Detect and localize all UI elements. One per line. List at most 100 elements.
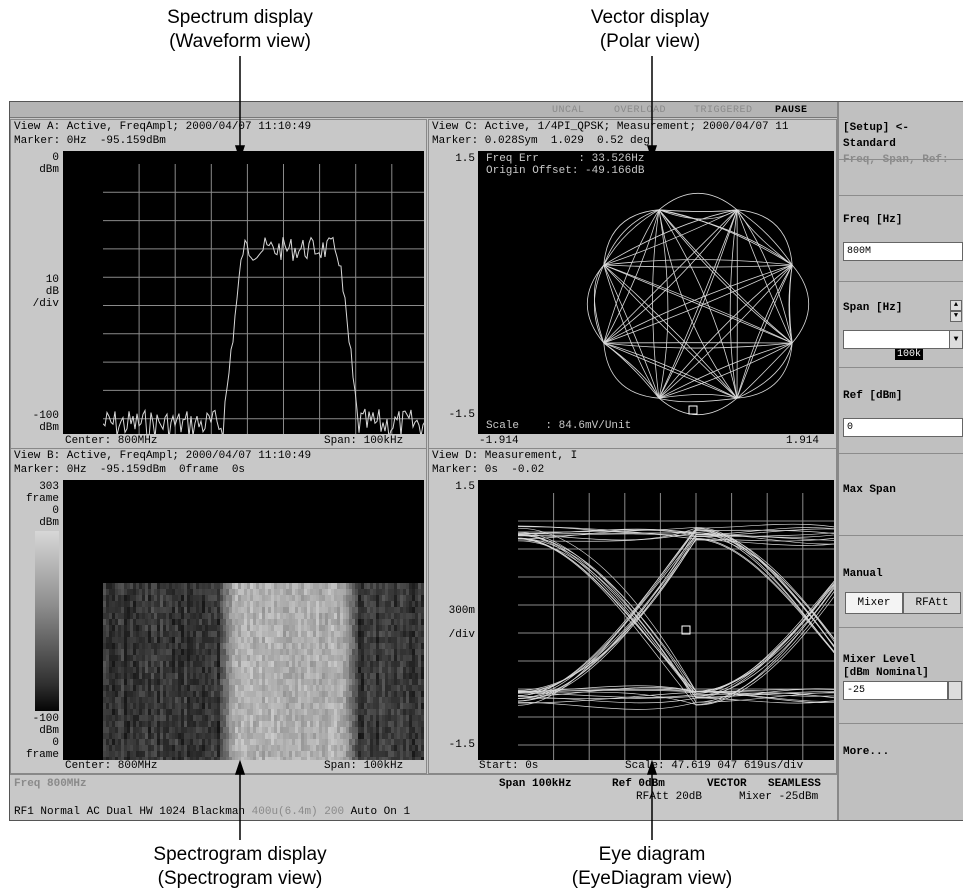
view-a-plot[interactable] (63, 151, 424, 434)
spectrogram-cell (159, 589, 163, 595)
spectrogram-cell (234, 643, 238, 649)
spectrogram-cell (282, 679, 286, 685)
spectrogram-cell (162, 625, 166, 631)
spectrogram-cell (387, 595, 391, 601)
mixer-level-section[interactable]: Mixer Level [dBm Nominal] -25 (839, 628, 963, 724)
more-button[interactable]: More... (839, 724, 963, 820)
spectrogram-cell (396, 727, 400, 733)
spectrogram-cell (339, 637, 343, 643)
spectrogram-cell (420, 709, 424, 715)
spectrogram-cell (363, 721, 367, 727)
spectrogram-cell (417, 619, 421, 625)
spectrogram-cell (327, 715, 331, 721)
spectrogram-cell (120, 661, 124, 667)
spectrogram-cell (339, 697, 343, 703)
manual-section[interactable]: Manual Mixer RFAtt (839, 536, 963, 628)
spectrogram-cell (354, 751, 358, 757)
spectrogram-cell (399, 643, 403, 649)
spectrogram-cell (297, 583, 301, 589)
spectrogram-cell (264, 613, 268, 619)
view-c-plot[interactable]: Freq Err : 33.526Hz Origin Offset: -49.1… (478, 151, 834, 434)
span-selected-value: 100k (895, 349, 924, 360)
spectrogram-cell (273, 715, 277, 721)
spectrogram-cell (339, 715, 343, 721)
view-d-plot[interactable] (478, 480, 834, 760)
spectrogram-cell (315, 721, 319, 727)
spectrogram-cell (315, 697, 319, 703)
spectrogram-cell (234, 679, 238, 685)
spectrogram-cell (246, 691, 250, 697)
spectrogram-cell (261, 697, 265, 703)
spectrogram-cell (171, 643, 175, 649)
spectrogram-cell (219, 715, 223, 721)
view-c-vector[interactable]: View C: Active, 1/4PI_QPSK; Measurement;… (428, 119, 837, 449)
spectrogram-cell (261, 727, 265, 733)
spectrogram-cell (186, 709, 190, 715)
view-d-eye[interactable]: View D: Measurement, I Marker: 0s -0.02 … (428, 448, 837, 774)
span-select[interactable]: 100k ▼ (843, 330, 963, 360)
spectrogram-cell (348, 715, 352, 721)
bottom-span: Span 100kHz (499, 778, 572, 790)
spectrogram-cell (345, 733, 349, 739)
spectrogram-cell (150, 595, 154, 601)
spectrogram-cell (228, 637, 232, 643)
spectrogram-cell (327, 733, 331, 739)
rfatt-toggle-button[interactable]: RFAtt (903, 592, 961, 614)
view-d-marker: Marker: 0s -0.02 (432, 464, 545, 476)
span-section[interactable]: Span [Hz] ▲ ▼ 100k ▼ (839, 282, 963, 368)
spectrogram-cell (105, 667, 109, 673)
spectrogram-cell (105, 745, 109, 751)
spectrogram-cell (207, 685, 211, 691)
constellation-path (603, 209, 659, 266)
view-b-spectrogram[interactable]: View B: Active, FreqAmpl; 2000/04/07 11:… (10, 448, 427, 774)
spectrogram-cell (321, 691, 325, 697)
spectrogram-cell (372, 739, 376, 745)
spectrogram-cell (393, 637, 397, 643)
spectrogram-cell (378, 673, 382, 679)
spectrogram-cell (342, 625, 346, 631)
spectrogram-cell (273, 727, 277, 733)
spectrogram-cell (123, 649, 127, 655)
spectrogram-cell (192, 721, 196, 727)
spectrogram-cell (303, 733, 307, 739)
setup-section[interactable]: [Setup] <- Standard Freq, Span, Ref: (839, 102, 963, 166)
spectrogram-cell (384, 607, 388, 613)
spectrogram-cell (291, 643, 295, 649)
mixer-level-input[interactable]: -25 (843, 681, 948, 700)
ref-section[interactable]: Ref [dBm] 0 (839, 368, 963, 454)
spectrogram-cell (324, 637, 328, 643)
spectrogram-cell (297, 613, 301, 619)
spectrogram-cell (240, 583, 244, 589)
span-spin-up-button[interactable]: ▲ (950, 300, 962, 311)
spectrogram-cell (270, 715, 274, 721)
mixer-toggle-button[interactable]: Mixer (845, 592, 903, 614)
spectrogram-cell (291, 649, 295, 655)
span-spin-down-button[interactable]: ▼ (950, 311, 962, 322)
setup-menu-title[interactable]: [Setup] <- (843, 122, 910, 134)
spectrogram-cell (300, 691, 304, 697)
max-span-button[interactable]: Max Span (839, 454, 963, 536)
spectrogram-cell (264, 601, 268, 607)
spectrogram-cell (117, 601, 121, 607)
freq-input[interactable]: 800M (843, 242, 963, 261)
eye-trace (517, 538, 834, 691)
freq-section[interactable]: Freq [Hz] 800M (839, 196, 963, 282)
span-dropdown-arrow-icon[interactable]: ▼ (949, 331, 962, 348)
spectrogram-cell (132, 649, 136, 655)
spectrogram-cell (411, 601, 415, 607)
spectrogram-cell (114, 667, 118, 673)
mixer-level-slider-handle[interactable] (948, 681, 962, 700)
spectrogram-cell (114, 613, 118, 619)
spectrogram-cell (234, 697, 238, 703)
spectrogram-cell (150, 757, 154, 760)
spectrogram-cell (129, 745, 133, 751)
spectrogram-cell (360, 709, 364, 715)
view-a-spectrum[interactable]: View A: Active, FreqAmpl; 2000/04/07 11:… (10, 119, 427, 449)
ref-input[interactable]: 0 (843, 418, 963, 437)
spectrogram-cell (420, 643, 424, 649)
spectrogram-cell (180, 649, 184, 655)
spectrogram-cell (162, 649, 166, 655)
spectrogram-cell (135, 727, 139, 733)
view-b-plot[interactable] (63, 480, 424, 760)
spectrogram-cell (351, 751, 355, 757)
